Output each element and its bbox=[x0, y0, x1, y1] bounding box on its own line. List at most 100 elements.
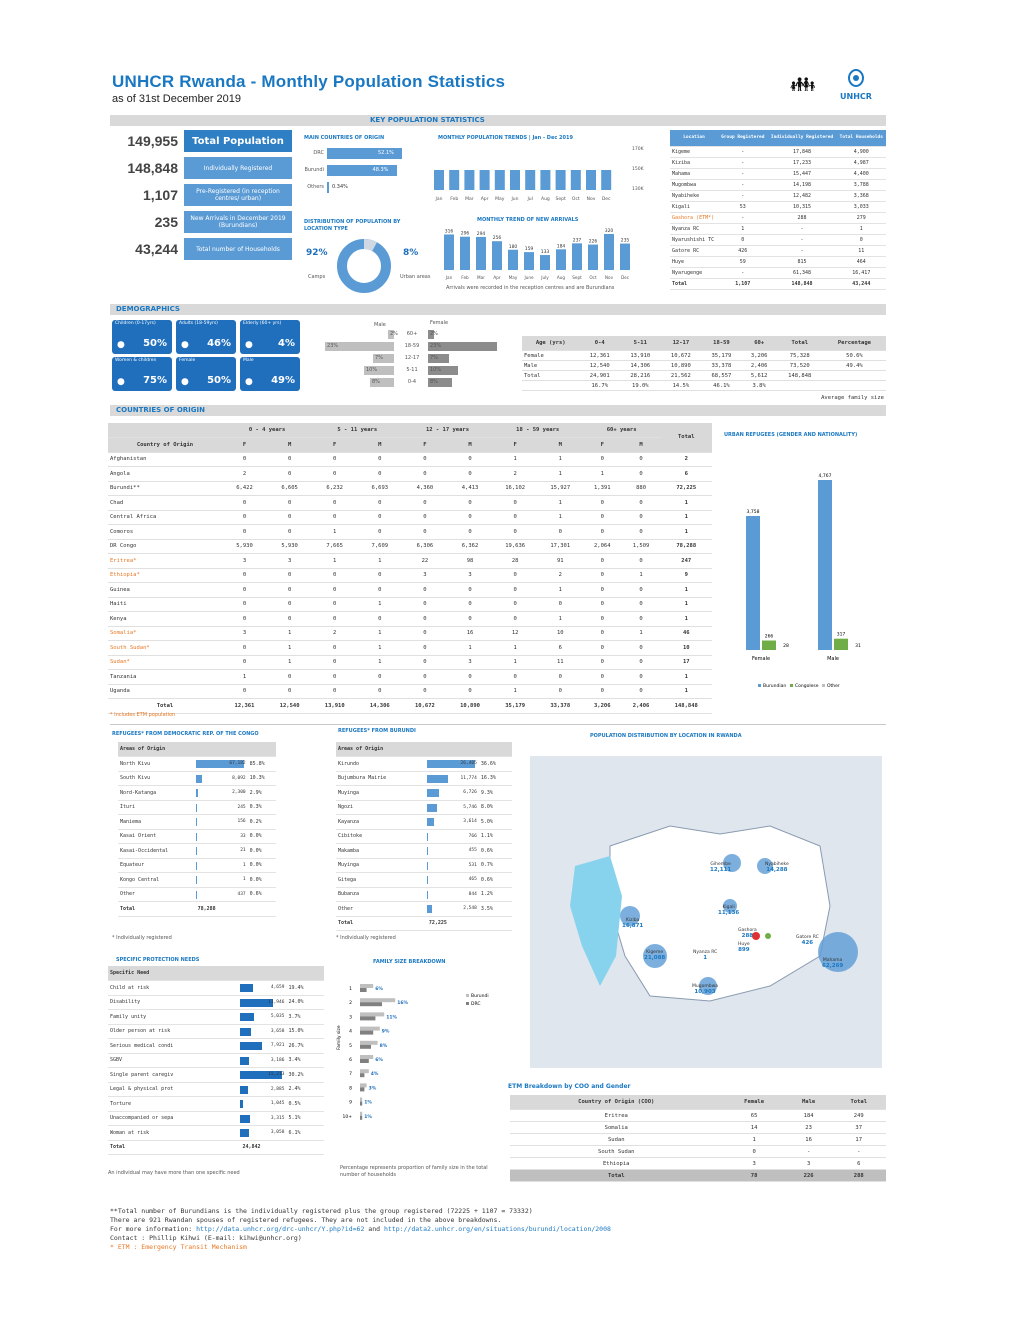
drc-origin-table: Areas of Origin North Kivu 67,182 85.8% Sout… bbox=[118, 742, 276, 917]
need-name: Woman at risk bbox=[108, 1125, 241, 1141]
table-cell: 3 bbox=[447, 655, 493, 670]
demographic-label: Children (0-17yrs) bbox=[115, 321, 156, 326]
table-cell: 0 bbox=[357, 568, 403, 583]
table-cell: 3,206 bbox=[741, 350, 777, 361]
origin-pct: 0.0% bbox=[247, 872, 276, 888]
coo-row-total: 6 bbox=[660, 466, 712, 482]
table-cell: South Sudan bbox=[510, 1145, 723, 1158]
need-value: 7,921 bbox=[270, 1043, 285, 1049]
table-cell: 0 bbox=[621, 640, 661, 656]
table-cell: 2,064 bbox=[582, 539, 622, 554]
needs-total-label: Total bbox=[108, 1140, 241, 1155]
pyramid-female-bar bbox=[428, 366, 458, 375]
kpi-row: 148,848 Individually Registered bbox=[112, 157, 292, 179]
needs-header: Specific Need bbox=[108, 966, 324, 981]
table-row: Makamba 455 0.6% bbox=[336, 843, 512, 859]
table-row: Somalia 14 23 37 bbox=[510, 1121, 886, 1134]
main-countries-title: MAIN COUNTRIES OF ORIGIN bbox=[304, 135, 385, 141]
table-cell: 10,890 bbox=[447, 698, 493, 714]
table-cell: 28 bbox=[492, 553, 538, 569]
table-row: Muyinga 6,726 9.3% bbox=[336, 785, 512, 801]
table-row: Unaccompanied or sepa 3,315 5.1% bbox=[108, 1111, 324, 1126]
arrival-value: 237 bbox=[573, 237, 582, 243]
footer-link-2[interactable]: http://data2.unhcr.org/en/situations/bur… bbox=[383, 1225, 611, 1233]
table-row: Other 437 0.6% bbox=[118, 887, 276, 902]
need-bar bbox=[240, 1027, 251, 1036]
table-cell: 33,378 bbox=[701, 360, 742, 371]
coo-country: DR Congo bbox=[108, 539, 222, 554]
urban-category: Female bbox=[752, 656, 770, 662]
age-header: 0-4 bbox=[579, 336, 621, 351]
origin-header: Areas of Origin bbox=[118, 742, 276, 757]
table-cell: 0 bbox=[312, 655, 358, 670]
pyramid-female-value: 7% bbox=[430, 355, 438, 361]
table-cell: 0 bbox=[537, 524, 583, 540]
table-row: Kasai Orient 33 0.0% bbox=[118, 829, 276, 844]
table-row: Total 1,107 148,848 43,244 bbox=[670, 277, 886, 290]
needs-table: Specific Need Child at risk 4,659 19.4% Disa… bbox=[108, 966, 324, 1155]
footer-link-1[interactable]: http://data.unhcr.org/drc-unhcr/Y.php?id… bbox=[196, 1225, 365, 1233]
need-value-cell: 15,213 bbox=[240, 1067, 287, 1083]
table-cell: 0 bbox=[402, 655, 448, 670]
need-value: 15,213 bbox=[268, 1072, 285, 1078]
coo-sub-row: Country of Origin F M F M F M F M F M bbox=[108, 437, 712, 453]
origin-pct: 1.1% bbox=[478, 829, 512, 844]
table-cell: - bbox=[767, 234, 837, 246]
family-pct: 3% bbox=[369, 1085, 377, 1091]
etm-total-cell: 288 bbox=[831, 1169, 886, 1182]
table-cell: 0 bbox=[402, 452, 448, 467]
demographic-box: Female ● 50% bbox=[176, 357, 236, 391]
table-cell: 1 bbox=[492, 684, 538, 699]
table-cell: 14,306 bbox=[357, 698, 403, 714]
arrival-month: Jan bbox=[445, 275, 453, 280]
origin-value: 1 bbox=[242, 862, 246, 868]
needs-header-row: Specific Need bbox=[108, 966, 324, 981]
origin-pct: 1.2% bbox=[478, 887, 512, 902]
camps-pct: 92% bbox=[306, 248, 328, 258]
trend-bar bbox=[449, 170, 460, 190]
trend-bar bbox=[555, 170, 566, 190]
arrival-bar bbox=[524, 252, 534, 270]
origin-bar bbox=[195, 890, 197, 899]
map-location: Mahama 62,269 bbox=[822, 958, 843, 969]
table-cell: 0 bbox=[267, 452, 313, 467]
table-cell: 0 bbox=[621, 669, 661, 685]
origin-value-cell: 844 bbox=[426, 887, 479, 902]
map-location-value: 16,871 bbox=[622, 923, 644, 929]
table-row: Kiziba -17,233 4,987 bbox=[670, 157, 886, 169]
origin-value-cell: 3,614 bbox=[426, 814, 479, 830]
origin-name: Ngozi bbox=[336, 800, 427, 815]
table-cell: 3 bbox=[221, 626, 268, 641]
table-cell: 0 bbox=[582, 582, 622, 598]
coo-row-total: 10 bbox=[660, 640, 712, 656]
arrival-value: 256 bbox=[493, 235, 502, 241]
table-cell: 1 bbox=[357, 553, 403, 569]
table-cell: 1 bbox=[718, 223, 768, 235]
arrival-bar bbox=[476, 236, 486, 270]
table-cell: 6,422 bbox=[221, 481, 268, 496]
family-bar-burundi bbox=[360, 1026, 380, 1031]
arrival-value: 180 bbox=[509, 244, 518, 250]
map-location: Kigali 11,136 bbox=[718, 905, 739, 916]
map-location-name: Gatore RC bbox=[796, 935, 819, 940]
urban-title: URBAN REFUGEES (GENDER AND NATIONALITY) bbox=[724, 432, 858, 438]
need-name: Torture bbox=[108, 1096, 241, 1112]
need-bar bbox=[240, 1100, 244, 1108]
family-pct: 9% bbox=[382, 1029, 390, 1035]
pyramid-female-value: 2% bbox=[430, 331, 438, 337]
table-row: Comoros 0 0 1 0 0 0 0 0 0 0 1 bbox=[108, 524, 712, 540]
country-bar bbox=[327, 148, 402, 159]
person-icon: ● bbox=[181, 377, 189, 387]
table-cell: 0 bbox=[312, 684, 358, 699]
table-cell: 15,927 bbox=[537, 481, 583, 496]
coo-band bbox=[110, 405, 886, 416]
origin-name: North Kivu bbox=[118, 756, 196, 772]
origin-bar bbox=[195, 803, 197, 812]
table-cell: 16 bbox=[785, 1133, 832, 1146]
table-cell: 16,417 bbox=[836, 267, 886, 279]
table-row: Family unity 5,035 3.7% bbox=[108, 1009, 324, 1025]
table-cell: Male bbox=[522, 360, 580, 371]
need-bar bbox=[240, 1056, 250, 1065]
urban-value: 4,767 bbox=[819, 473, 832, 479]
need-bar bbox=[240, 998, 274, 1007]
